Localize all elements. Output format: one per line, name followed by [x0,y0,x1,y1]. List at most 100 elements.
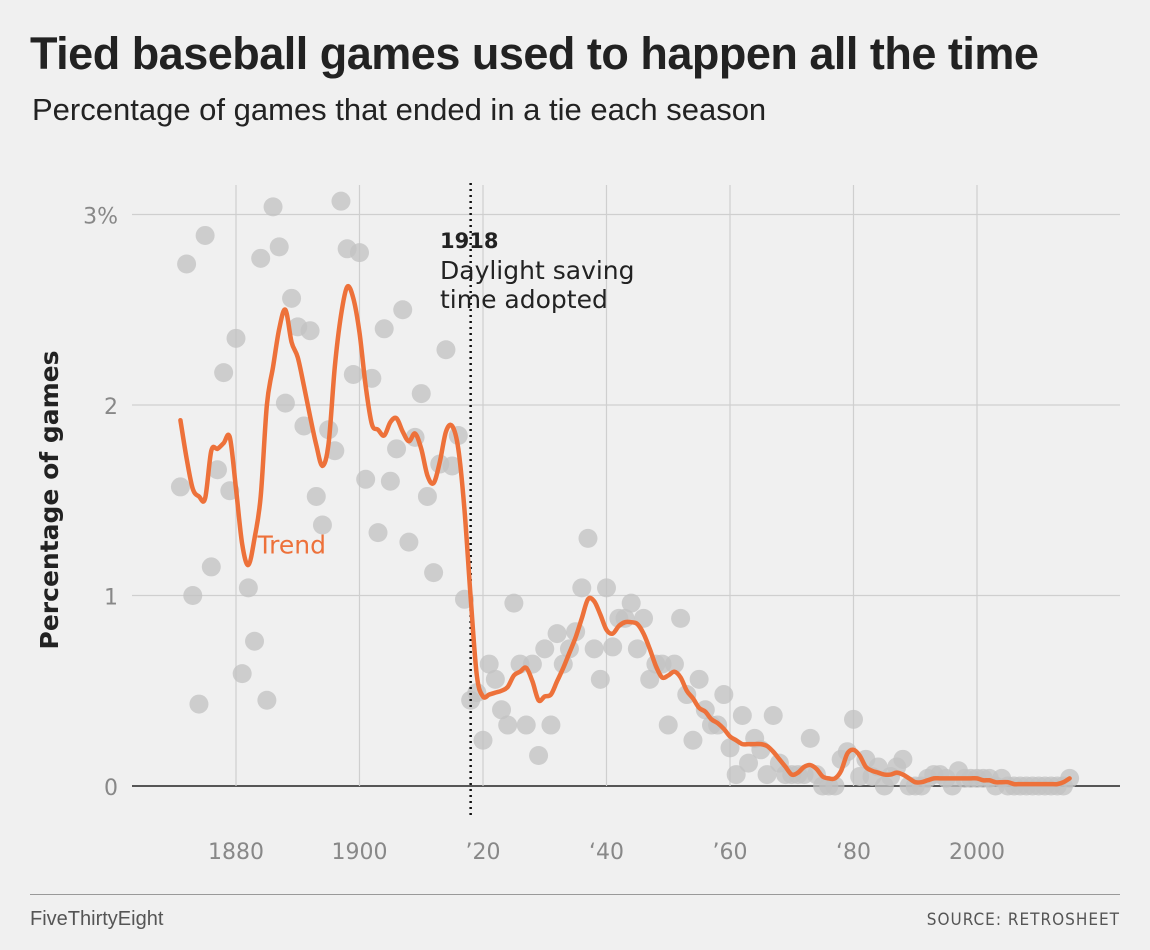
season-dot [603,637,623,657]
season-dot [170,477,190,497]
season-dot [374,319,394,339]
season-dot [541,715,561,735]
season-dot [257,690,277,710]
trend-line [178,283,1072,787]
season-dot [473,730,493,750]
season-dot [763,706,783,726]
x-tick-label: 1880 [208,840,264,865]
season-dot [207,460,227,480]
season-dots [170,191,1080,796]
season-dot [300,321,320,341]
season-dot [411,384,431,404]
trend-label: Trend [257,531,326,560]
chart-title: Tied baseball games used to happen all t… [30,28,1039,79]
season-dot [294,416,314,436]
season-dot [590,669,610,689]
season-dot [312,515,332,535]
season-dot [800,728,820,748]
x-tick-label: ‘80 [836,840,871,865]
season-dot [343,365,363,385]
season-dot [485,669,505,689]
season-dot [424,563,444,583]
season-dot [825,776,845,796]
season-dot [479,654,499,674]
season-dot [245,631,265,651]
season-dot [201,557,221,577]
footer-divider [30,894,1120,895]
season-dot [436,340,456,360]
season-dot [535,639,555,659]
season-dot [417,486,437,506]
season-dot [893,749,913,769]
x-tick-label: ‘40 [589,840,624,865]
x-tick-label: 1900 [332,840,388,865]
season-dot [356,469,376,489]
season-dot [844,709,863,729]
season-dot [732,706,752,726]
axis-labels: 0 1 2 3% 1880 1900 ’20 ‘40 ’60 ‘80 2000 Percentage … [35,205,1005,866]
x-tick-label: ’20 [466,840,501,865]
season-dot [380,471,400,491]
season-dot [306,486,326,506]
source-label: SOURCE: RETROSHEET [926,910,1120,930]
season-dot [387,439,407,459]
season-dot [664,654,684,674]
season-dot [627,639,647,659]
season-dot [251,248,271,268]
season-dot [498,715,518,735]
y-axis-title: Percentage of games [35,351,64,650]
chart-subtitle: Percentage of games that ended in a tie … [32,92,767,127]
x-tick-label: ’60 [713,840,748,865]
season-dot [331,191,351,211]
season-dot [263,197,283,217]
season-dot [282,288,302,308]
season-dot [214,363,234,383]
y-tick-label: 3% [83,205,118,230]
season-dot [177,254,197,274]
season-dot [714,685,734,705]
season-dot [232,664,252,684]
season-dot [739,753,759,773]
season-dot [689,669,709,689]
season-dot [597,578,616,598]
season-dot [720,738,740,758]
season-dot [578,528,598,548]
y-tick-label: 1 [104,586,118,611]
season-dot [195,225,215,245]
trend-layer: Trend [178,283,1072,787]
annotation-year: 1918 [440,229,498,253]
season-dot [350,243,369,263]
season-dot [189,694,209,714]
y-tick-label: 2 [104,395,118,420]
season-dot [757,765,777,785]
season-dot [726,765,746,785]
y-tick-label: 0 [104,776,118,801]
season-dot [671,608,691,628]
season-dot [584,639,604,659]
season-dot [547,624,567,644]
season-dot [275,393,295,413]
season-dot [368,523,388,543]
season-dot [442,456,462,476]
season-dot [269,237,289,257]
season-dot [226,328,246,348]
season-dot [621,593,641,613]
annotation-text: time adopted [440,285,608,314]
season-dot [658,715,678,735]
season-dot [399,532,419,552]
season-dot [504,593,524,613]
season-dot [683,730,703,750]
x-tick-label: 2000 [949,840,1005,865]
season-dot [238,578,258,598]
season-dot [516,715,536,735]
annotation-text: Daylight saving [440,256,635,285]
brand-label: FiveThirtyEight [30,908,164,930]
season-dot [492,700,512,720]
season-dot [183,586,203,605]
season-dot [572,578,592,598]
season-dot [529,746,549,766]
season-dot [393,300,413,320]
season-dot [640,669,660,689]
